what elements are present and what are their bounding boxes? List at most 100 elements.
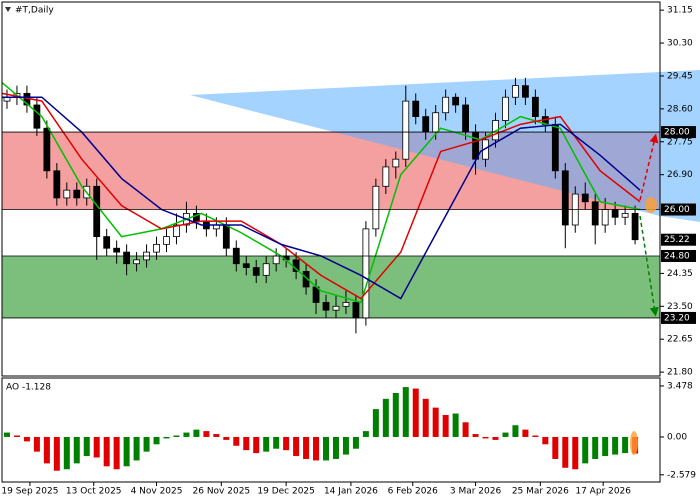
ao-bar (293, 436, 300, 457)
candle-body (252, 267, 260, 276)
chart-title: #T,Daily (15, 6, 54, 16)
y-tick-label: 3.478 (667, 381, 693, 391)
candle-body (103, 236, 111, 249)
ao-bar (233, 436, 240, 446)
ao-bar (522, 429, 529, 437)
candle-body (631, 212, 639, 241)
last-price-label: 25.22 (664, 235, 690, 245)
ao-bar (103, 436, 110, 467)
ao-bar (113, 436, 120, 470)
ao-bar (243, 436, 250, 451)
candle-body (173, 224, 180, 238)
candle-body (332, 305, 340, 311)
x-tick-label: 26 Nov 2025 (193, 487, 251, 497)
ao-bar (73, 436, 80, 464)
x-tick-label: 19 Sep 2025 (1, 487, 58, 497)
ao-bar (482, 436, 489, 439)
ao-bar (372, 409, 379, 437)
candle-body (591, 201, 599, 226)
y-tick-label: 21.80 (667, 368, 693, 378)
ao-bar (23, 436, 30, 442)
candle-body (531, 96, 539, 118)
ao-bar (452, 413, 459, 437)
ao-bar (592, 436, 599, 459)
ao-bar (3, 432, 10, 437)
ao-bar (63, 436, 70, 470)
ao-bar (562, 436, 569, 468)
ao-bar (332, 436, 339, 459)
ao-bar (173, 435, 180, 437)
candle-body (153, 243, 160, 253)
triangle-drawing-edge (660, 70, 700, 222)
ao-bar (13, 435, 20, 437)
ao-bar (352, 436, 359, 449)
ao-bar (83, 436, 90, 457)
y-tick-label: 30.30 (667, 39, 693, 49)
ao-bar (163, 436, 170, 439)
ao-bar (263, 436, 270, 452)
candle-body (472, 131, 479, 160)
x-tick-label: 14 Jan 2026 (324, 487, 378, 497)
ao-bar (612, 436, 619, 455)
candle-body (522, 85, 529, 98)
ao-bar (432, 407, 439, 437)
ao-bar (402, 387, 409, 437)
candle-body (362, 228, 370, 319)
level-label-box (661, 126, 696, 139)
ao-bar (362, 431, 369, 437)
ao-bar (223, 436, 230, 440)
ao-bar (502, 432, 509, 437)
candle-body (33, 104, 41, 129)
ao-plot (3, 387, 639, 471)
y-tick-label: 31.15 (667, 6, 693, 16)
ao-bar (273, 436, 280, 449)
x-tick-label: 25 Mar 2026 (512, 487, 569, 497)
ao-bar (183, 432, 190, 437)
price-panel-frame (1, 1, 661, 377)
candle-body (382, 166, 390, 187)
candle-body (43, 127, 51, 172)
zone (2, 255, 660, 318)
drawing-layer (190, 72, 660, 216)
ao-bar (582, 436, 589, 464)
y-tick-label: 22.65 (667, 335, 693, 345)
candle-body (611, 209, 619, 218)
ao-title: AO -1.128 (6, 383, 51, 393)
candle-body (93, 185, 101, 238)
candle-body (342, 302, 350, 307)
ao-bar (143, 436, 150, 452)
y-tick-label: 28.60 (667, 104, 693, 114)
ao-bar (193, 429, 200, 437)
ao-bar (442, 414, 449, 437)
menu-icon[interactable] (5, 7, 11, 12)
candle-body (163, 236, 170, 245)
x-tick-label: 13 Oct 2025 (66, 487, 122, 497)
ao-bar (392, 392, 399, 437)
x-tick-label: 4 Nov 2025 (131, 487, 183, 497)
candle-body (133, 259, 140, 265)
ao-bar (153, 436, 160, 445)
down-arrow (639, 215, 659, 317)
y-tick-label: 27.75 (667, 137, 693, 147)
level-label: 24.80 (664, 251, 690, 261)
ao-bar (602, 436, 609, 457)
ao-bar (382, 398, 389, 437)
y-tick-label: -2.579 (667, 470, 696, 480)
candle-body (123, 251, 131, 265)
x-tick-label: 17 Apr 2026 (575, 487, 631, 497)
candle-body (372, 185, 380, 230)
ao-bar (472, 434, 479, 437)
moving-average (2, 81, 641, 304)
candle-body (442, 96, 450, 114)
highlight (645, 197, 657, 213)
candle-body (53, 170, 61, 199)
ao-bar (552, 436, 559, 459)
ao-bar (512, 425, 519, 437)
ao-panel-frame (1, 377, 661, 483)
candle-body (412, 100, 420, 118)
ao-bar (572, 436, 579, 470)
x-tick-label: 19 Dec 2025 (257, 487, 315, 497)
highlight (630, 431, 638, 455)
level-label-box (661, 203, 696, 216)
ao-bar (313, 436, 320, 461)
